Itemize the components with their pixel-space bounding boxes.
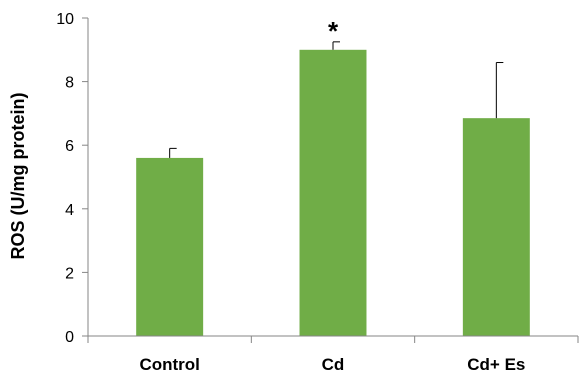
bar [299,49,367,337]
bar [136,157,204,336]
y-axis: 0 2 4 6 8 10 [56,11,89,346]
bars: * [136,16,530,337]
y-tick-label: 0 [65,329,74,346]
y-tick-label: 8 [65,75,74,92]
x-category-label: Cd+ Es [467,355,525,374]
significance-marker: * [328,16,339,46]
y-tick-label: 10 [56,11,74,28]
x-category-label: Cd [322,355,345,374]
y-tick-label: 6 [65,138,74,155]
y-tick-label: 4 [65,202,74,219]
y-tick-label: 2 [65,265,74,282]
y-axis-title: ROS (U/mg protein) [8,93,28,260]
bar [462,118,530,336]
x-category-label: Control [139,355,199,374]
x-axis: Control Cd Cd+ Es [87,335,579,374]
